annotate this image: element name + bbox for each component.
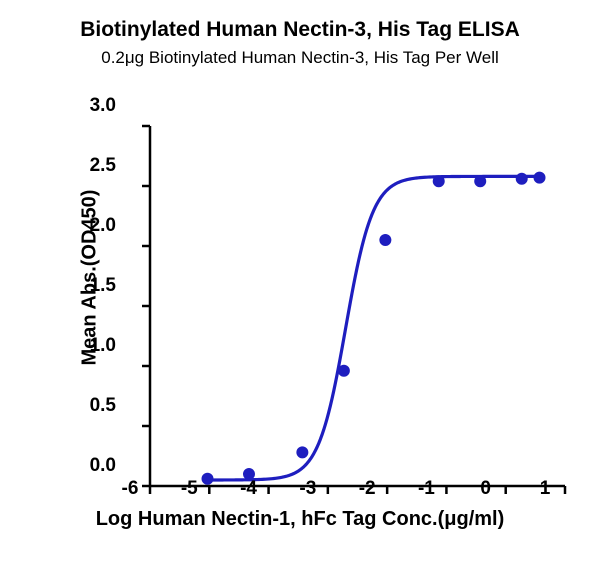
y-tick-label: 1.5: [72, 275, 116, 297]
plot-area: [130, 106, 545, 466]
data-point: [516, 173, 527, 184]
y-tick-label: 0.5: [72, 395, 116, 417]
y-tick-label: 2.0: [72, 215, 116, 237]
x-tick-label: -5: [169, 478, 209, 500]
data-point: [297, 447, 308, 458]
x-tick-label: 0: [466, 478, 506, 500]
y-tick-label: 2.5: [72, 155, 116, 177]
data-point: [380, 235, 391, 246]
x-tick-label: -3: [288, 478, 328, 500]
plot-svg: [130, 106, 585, 506]
x-tick-label: -2: [347, 478, 387, 500]
data-point: [475, 176, 486, 187]
chart-subtitle: 0.2μg Biotinylated Human Nectin-3, His T…: [0, 48, 600, 68]
figure: Biotinylated Human Nectin-3, His Tag ELI…: [0, 0, 600, 577]
y-tick-label: 3.0: [72, 95, 116, 117]
data-point: [433, 176, 444, 187]
data-point: [338, 365, 349, 376]
fit-curve: [208, 176, 540, 480]
data-point: [534, 172, 545, 183]
x-tick-label: -1: [406, 478, 446, 500]
y-tick-label: 0.0: [72, 455, 116, 477]
x-tick-label: -6: [110, 478, 150, 500]
x-axis-label: Log Human Nectin-1, hFc Tag Conc.(μg/ml): [0, 508, 600, 531]
y-tick-label: 1.0: [72, 335, 116, 357]
chart-title: Biotinylated Human Nectin-3, His Tag ELI…: [0, 18, 600, 42]
x-tick-label: 1: [525, 478, 565, 500]
x-tick-label: -4: [229, 478, 269, 500]
